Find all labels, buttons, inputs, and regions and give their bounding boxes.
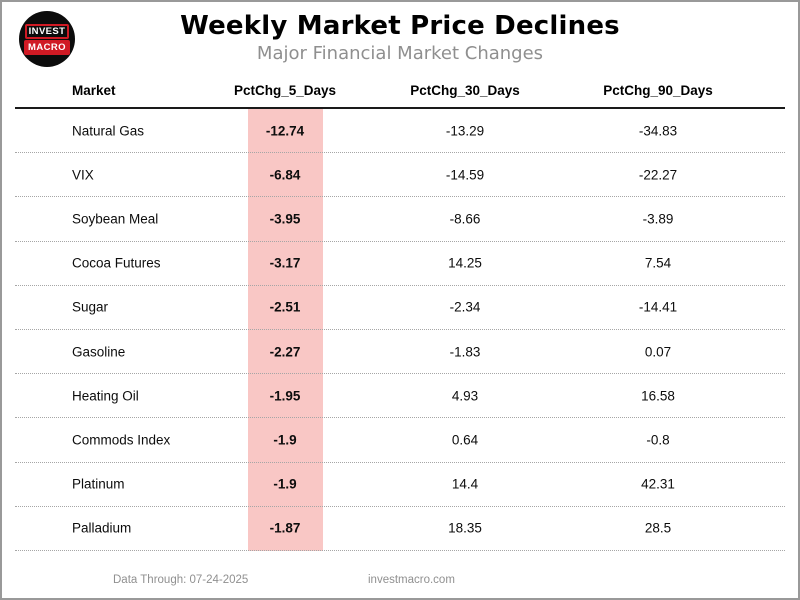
cell-pctchg-30-days: 14.25 — [448, 255, 482, 271]
highlighted-column-band — [248, 109, 323, 551]
cell-market: Heating Oil — [72, 388, 139, 404]
table-row: Commods Index -1.9 0.64 -0.8 — [15, 418, 785, 463]
cell-pctchg-90-days: -14.41 — [638, 299, 678, 315]
investmacro-logo: INVEST MACRO — [19, 11, 75, 67]
cell-market: Sugar — [72, 299, 109, 315]
cell-pctchg-5-days: -3.95 — [269, 211, 301, 227]
cell-pctchg-90-days: 28.5 — [644, 520, 672, 536]
cell-market: Soybean Meal — [72, 211, 159, 227]
table-row: Cocoa Futures -3.17 14.25 7.54 — [15, 242, 785, 286]
cell-pctchg-90-days: -34.83 — [638, 123, 678, 139]
cell-pctchg-5-days: -6.84 — [269, 167, 301, 183]
cell-market: Palladium — [72, 520, 132, 536]
cell-pctchg-5-days: -12.74 — [265, 123, 305, 139]
cell-pctchg-5-days: -2.51 — [269, 299, 301, 315]
cell-market: Natural Gas — [72, 123, 145, 139]
table-row: Soybean Meal -3.95 -8.66 -3.89 — [15, 197, 785, 242]
logo-macro-label: MACRO — [24, 39, 70, 55]
table-row: Gasoline -2.27 -1.83 0.07 — [15, 330, 785, 375]
cell-pctchg-90-days: 0.07 — [644, 344, 672, 360]
page-title: Weekly Market Price Declines — [180, 11, 620, 41]
cell-pctchg-90-days: 42.31 — [641, 476, 675, 492]
cell-market: Platinum — [72, 476, 125, 492]
cell-pctchg-5-days: -1.95 — [269, 388, 301, 404]
page-subtitle: Major Financial Market Changes — [256, 43, 544, 64]
cell-pctchg-5-days: -3.17 — [269, 255, 301, 271]
cell-pctchg-30-days: -2.34 — [449, 299, 481, 315]
cell-pctchg-30-days: -14.59 — [445, 167, 485, 183]
cell-pctchg-90-days: -3.89 — [642, 211, 674, 227]
table-body: Natural Gas -12.74 -13.29 -34.83 VIX -6.84 -14… — [15, 109, 785, 551]
cell-pctchg-30-days: 14.4 — [451, 476, 479, 492]
cell-market: VIX — [72, 167, 94, 183]
page-header: INVEST MACRO Weekly Market Price Decline… — [2, 2, 798, 78]
table-header-row: Market PctChg_5_Days PctChg_30_Days PctC… — [15, 78, 785, 109]
cell-pctchg-30-days: 0.64 — [451, 432, 479, 448]
table-row: Heating Oil -1.95 4.93 16.58 — [15, 374, 785, 419]
cell-market: Gasoline — [72, 344, 126, 360]
market-table: Market PctChg_5_Days PctChg_30_Days PctC… — [15, 78, 785, 551]
column-header-pctchg-90-days: PctChg_90_Days — [603, 83, 713, 98]
logo-invest-label: INVEST — [24, 23, 70, 39]
cell-pctchg-5-days: -1.9 — [273, 432, 297, 448]
column-header-pctchg-5-days: PctChg_5_Days — [233, 83, 337, 98]
cell-pctchg-5-days: -2.27 — [269, 344, 301, 360]
cell-market: Cocoa Futures — [72, 255, 161, 271]
cell-pctchg-90-days: -0.8 — [646, 432, 670, 448]
column-header-market: Market — [72, 83, 116, 98]
website-label: investmacro.com — [368, 574, 455, 586]
table-row: Palladium -1.87 18.35 28.5 — [15, 507, 785, 551]
page-footer: Data Through: 07-24-2025 investmacro.com — [2, 568, 798, 594]
cell-pctchg-5-days: -1.87 — [269, 520, 301, 536]
cell-pctchg-90-days: -22.27 — [638, 167, 678, 183]
cell-pctchg-30-days: 4.93 — [451, 388, 479, 404]
cell-pctchg-90-days: 7.54 — [644, 255, 672, 271]
cell-pctchg-90-days: 16.58 — [641, 388, 675, 404]
cell-pctchg-30-days: -1.83 — [449, 344, 481, 360]
column-header-pctchg-30-days: PctChg_30_Days — [410, 83, 520, 98]
cell-market: Commods Index — [72, 432, 171, 448]
table-row: Sugar -2.51 -2.34 -14.41 — [15, 286, 785, 330]
cell-pctchg-30-days: -13.29 — [445, 123, 485, 139]
table-row: VIX -6.84 -14.59 -22.27 — [15, 153, 785, 198]
data-through-label: Data Through: 07-24-2025 — [113, 574, 249, 586]
cell-pctchg-30-days: 18.35 — [448, 520, 482, 536]
cell-pctchg-30-days: -8.66 — [449, 211, 481, 227]
cell-pctchg-5-days: -1.9 — [273, 476, 297, 492]
table-row: Natural Gas -12.74 -13.29 -34.83 — [15, 109, 785, 154]
table-row: Platinum -1.9 14.4 42.31 — [15, 463, 785, 507]
